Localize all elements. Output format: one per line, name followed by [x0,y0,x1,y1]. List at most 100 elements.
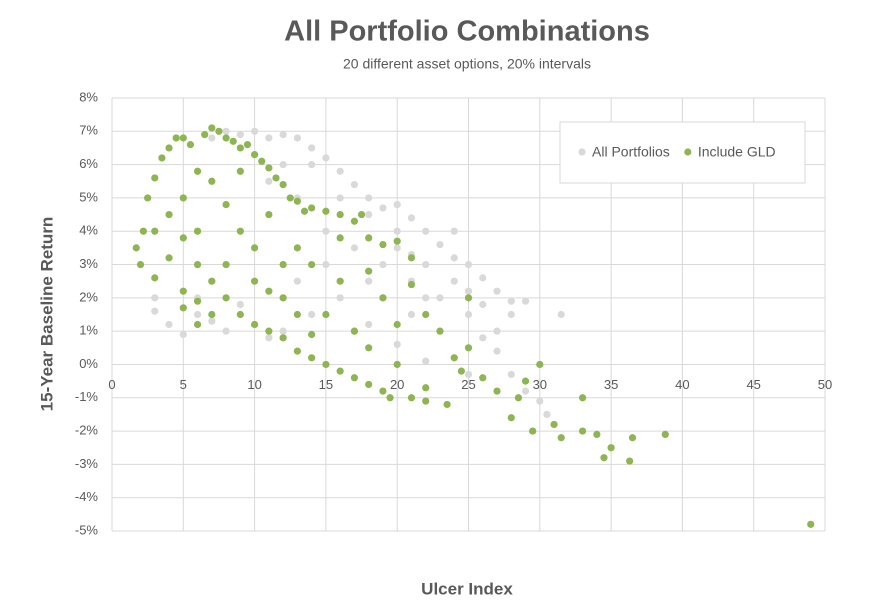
point [279,334,287,342]
point [265,134,273,142]
point [179,304,187,312]
point [193,167,202,175]
point [208,134,216,142]
point [265,287,273,295]
x-tick-label: 10 [247,377,261,392]
point [578,394,587,402]
point [308,161,316,169]
y-tick-label: 3% [79,256,98,271]
x-tick-label: 45 [746,377,760,392]
point [393,200,401,209]
y-tick-label: 4% [79,223,98,238]
point [236,167,244,175]
point [357,210,366,219]
point [236,227,244,235]
point [300,207,309,215]
point [132,244,140,252]
point [350,181,359,189]
point [172,134,180,142]
point [407,310,416,319]
legend-label: Include GLD [698,144,776,160]
point [422,227,430,235]
point [308,310,316,319]
point [293,244,301,252]
point [193,227,202,235]
point [308,354,316,362]
point [322,360,330,369]
point [179,234,187,242]
point [293,310,301,319]
y-tick-label: 0% [79,356,98,371]
point [193,310,202,319]
y-tick-label: -2% [75,423,99,438]
point [208,177,216,185]
point [529,427,537,435]
point [464,310,473,319]
point [507,370,515,379]
point [186,141,195,149]
point [507,414,515,422]
point [151,174,159,182]
point [258,157,266,165]
points [132,124,815,528]
point [493,387,501,395]
point [222,327,230,335]
point [322,207,330,215]
point [393,320,401,329]
point [208,277,216,285]
chart-title: All Portfolio Combinations [284,16,650,48]
y-tick-label: -3% [75,456,99,471]
point [236,144,244,152]
point [208,310,216,319]
point [279,181,287,189]
point [222,260,230,269]
point [151,307,159,315]
point [379,294,387,302]
point [365,344,373,352]
point [222,127,230,135]
point [151,274,159,282]
point [179,134,187,142]
y-tick-label: -4% [75,489,99,504]
point [422,357,430,365]
y-axis-title: 15-Year Baseline Return [37,217,56,412]
point [336,210,344,219]
point [436,294,444,302]
point [464,294,473,302]
point [436,327,444,335]
point [457,367,465,375]
y-tick-label: -1% [75,389,99,404]
point [407,394,416,402]
point [139,227,147,235]
point [521,387,530,395]
y-tick-label: -5% [75,522,99,537]
point [293,134,301,142]
point [136,260,145,269]
point [407,280,416,289]
x-axis-title: Ulcer Index [421,579,513,598]
point [607,444,615,452]
y-tick-label: 6% [79,156,98,171]
point [443,400,451,409]
point [365,194,373,202]
point [365,267,373,275]
point [286,194,294,202]
point [407,214,416,222]
point [386,394,394,402]
point [265,210,273,219]
x-tick-label: 20 [390,377,404,392]
point [336,367,344,375]
point [450,227,458,235]
point [265,164,273,172]
point [279,294,287,302]
point [365,210,373,219]
point [507,310,515,319]
point [336,277,344,285]
legend-box [559,121,806,184]
y-tick-label: 8% [79,89,98,104]
point [393,244,401,252]
point [279,131,287,139]
point [165,320,173,329]
x-tick-label: 0 [108,377,115,392]
point [365,234,373,242]
